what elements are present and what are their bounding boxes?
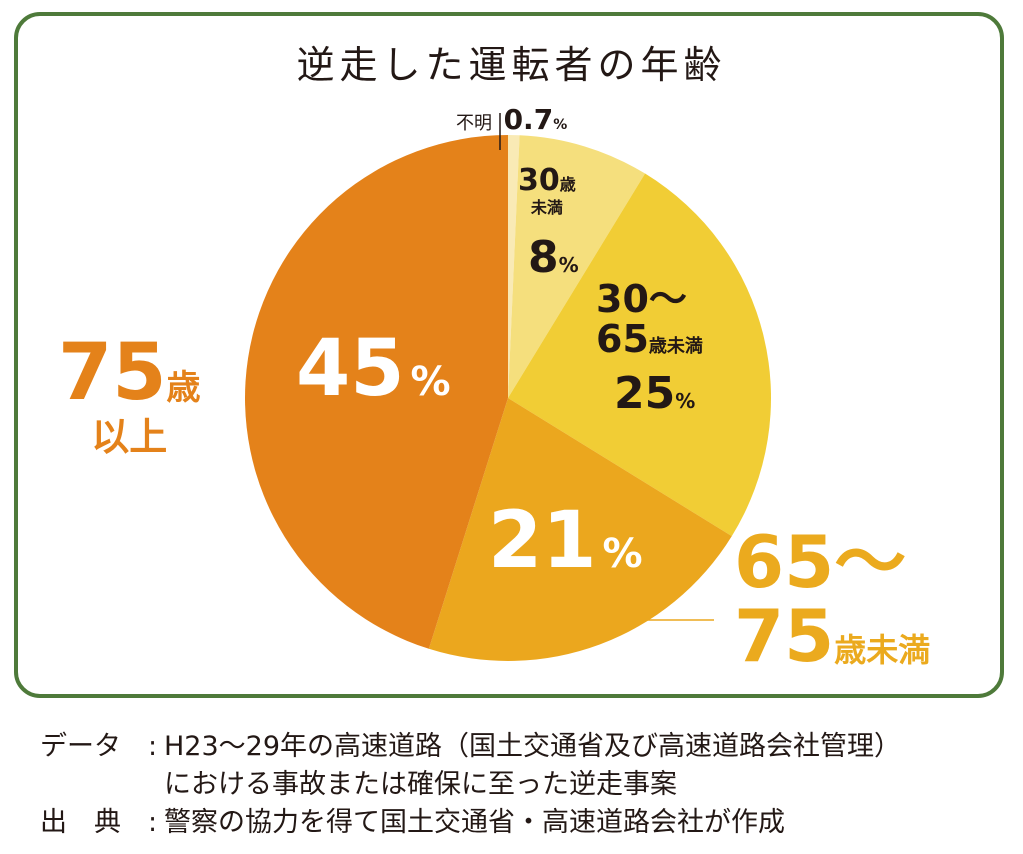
label-under30-percent: 8%: [528, 236, 579, 280]
footer-source-key: 出 典: [40, 807, 121, 838]
pie-chart: [245, 113, 771, 661]
label-under30-num: 30: [518, 163, 560, 198]
label-75-over-name: 75歳 以上: [58, 334, 201, 456]
label-under30-value: 8: [528, 232, 559, 283]
label-unknown-value: 0.7: [503, 103, 554, 136]
label-unknown: 不明 0.7%: [456, 106, 567, 134]
label-unknown-name: 不明: [456, 113, 492, 134]
label-under30-rest: 未満: [530, 198, 563, 217]
label-under30-unit: 歳: [559, 175, 576, 194]
footer-source-row: 出 典 : 警察の協力を得て国土交通省・高速道路会社が作成: [40, 804, 901, 842]
label-65-75-name: 65〜 75歳未満: [734, 526, 930, 672]
label-75-name-unit: 歳: [166, 368, 201, 408]
label-65-75-num: 75: [734, 594, 835, 678]
label-30-65-num: 65: [596, 317, 649, 361]
slice-under-30: [508, 135, 646, 398]
label-65-75-pct: %: [602, 531, 643, 577]
slice-65-75: [428, 398, 732, 661]
footer-data-line1: H23〜29年の高速道路（国土交通省及び高速道路会社管理）: [164, 731, 902, 762]
label-65-75-percent: 21%: [488, 502, 643, 580]
label-unknown-unit: %: [553, 117, 568, 133]
label-30-65-pct: %: [675, 389, 696, 413]
label-30-65-value: 25: [614, 368, 676, 419]
chart-title: 逆走した運転者の年齢: [296, 43, 727, 87]
footer-data-colon: :: [148, 731, 158, 762]
label-75-name-num: 75: [58, 328, 167, 418]
label-65-75-unit: 歳未満: [834, 631, 931, 669]
label-65-75-line1: 65〜: [734, 520, 907, 604]
label-under30: 30歳 未満: [518, 166, 576, 216]
slice-75-over: [245, 135, 508, 649]
footer-source-line: 警察の協力を得て国土交通省・高速道路会社が作成: [164, 807, 785, 838]
label-30-65-unit: 歳未満: [648, 336, 703, 357]
footer-source-colon: :: [148, 807, 158, 838]
footer-data-line2: における事故または確保に至った逆走事案: [164, 769, 677, 800]
footer-data-row: データ : H23〜29年の高速道路（国土交通省及び高速道路会社管理）: [40, 728, 901, 766]
label-under30-pct: %: [558, 253, 579, 277]
slice-unknown: [508, 135, 520, 398]
label-75-percent: 45%: [296, 330, 451, 408]
label-30-65: 30〜 65歳未満: [596, 280, 703, 358]
footer-notes: データ : H23〜29年の高速道路（国土交通省及び高速道路会社管理） における…: [40, 728, 901, 842]
label-75-pct: %: [410, 359, 451, 405]
label-30-65-line1: 30〜: [596, 277, 687, 321]
slice-30-65: [508, 173, 771, 537]
label-75-name-line2: 以上: [91, 415, 168, 459]
label-30-65-percent: 25%: [614, 372, 695, 416]
footer-data-row2: における事故または確保に至った逆走事案: [40, 766, 901, 804]
label-75-value: 45: [296, 324, 405, 414]
label-65-75-value: 21: [488, 496, 597, 586]
footer-data-key: データ: [40, 731, 121, 762]
